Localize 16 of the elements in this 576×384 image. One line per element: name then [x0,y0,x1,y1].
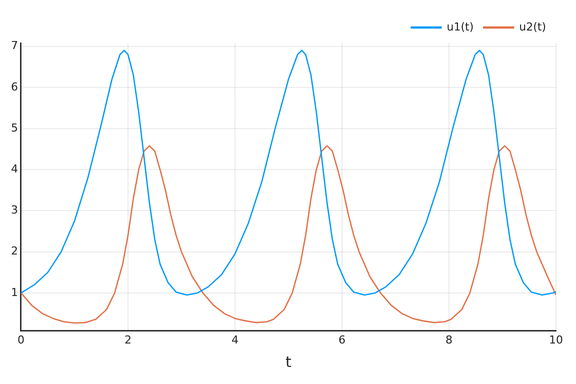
y-tick-label: 2 [11,244,18,258]
y-tick-label: 7 [11,39,18,52]
y-tick-label: 6 [11,80,18,94]
x-tick-label: 8 [446,333,452,346]
y-tick-label: 3 [11,204,18,217]
x-tick-label: 0 [18,333,24,346]
x-tick-label: 6 [338,333,346,346]
y-tick-label: 1 [11,286,18,299]
legend-label: u2(t) [519,20,546,34]
y-tick-label: 5 [11,121,18,134]
x-tick-label: 10 [549,333,563,346]
x-tick-label: 4 [232,333,238,346]
legend-label: u1(t) [446,20,474,34]
x-tick-label: 2 [124,333,132,346]
y-tick-label: 4 [11,162,18,176]
x-axis-title: t [286,352,292,371]
